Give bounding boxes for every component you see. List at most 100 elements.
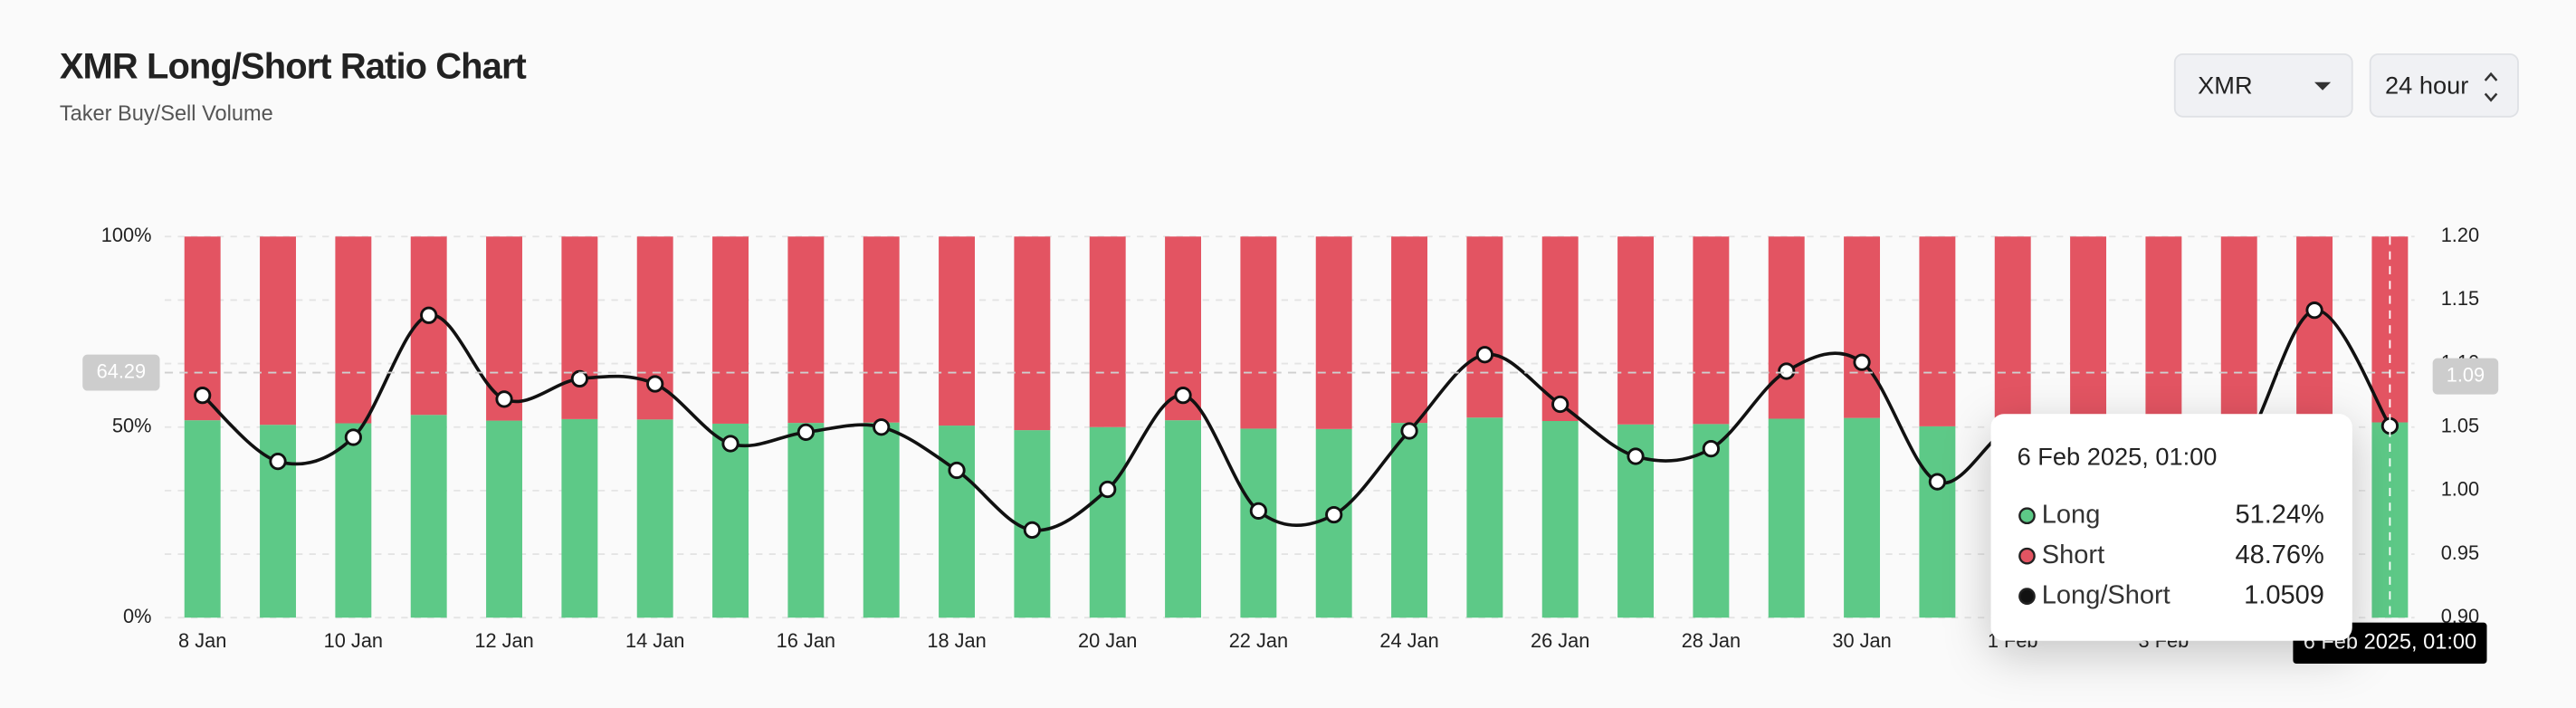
ratio-point xyxy=(194,387,212,405)
bar-short xyxy=(2220,236,2257,425)
bar-long xyxy=(561,418,598,618)
ratio-point xyxy=(1853,353,1871,371)
chart-subtitle: Taker Buy/Sell Volume xyxy=(60,101,273,125)
ratio-point xyxy=(1475,346,1493,364)
ratio-point xyxy=(1249,502,1267,520)
bar-short xyxy=(1541,236,1579,422)
y-tick-label: 50% xyxy=(112,414,152,436)
bar-long xyxy=(1844,417,1881,618)
bar-long xyxy=(410,415,447,618)
bar-long xyxy=(1768,418,1805,618)
ratio-point xyxy=(1400,422,1418,440)
bar-long xyxy=(1391,423,1428,618)
bar-short xyxy=(561,236,598,419)
bar-short xyxy=(1844,236,1881,418)
y2-tick-label: 1.05 xyxy=(2441,414,2479,436)
ratio-point xyxy=(1023,521,1041,540)
x-tick-label: 12 Jan xyxy=(474,629,533,652)
ratio-point xyxy=(873,418,891,436)
chart-title: XMR Long/Short Ratio Chart xyxy=(60,47,527,87)
select-text[interactable]: XMR xyxy=(2198,71,2252,99)
x-tick-label: 28 Jan xyxy=(1682,629,1741,652)
ratio-point xyxy=(1551,395,1569,414)
x-tick-label: 22 Jan xyxy=(1229,629,1288,652)
bar-long xyxy=(1919,426,1956,618)
ratio-point xyxy=(1174,387,1192,405)
bar-long xyxy=(636,419,673,618)
bar-long xyxy=(939,426,975,618)
bar-long xyxy=(863,422,900,618)
bar-short xyxy=(787,236,825,424)
tooltip-value: 1.0509 xyxy=(2244,580,2324,609)
bar-long xyxy=(787,423,825,618)
tooltip-swatch xyxy=(2018,588,2036,605)
select-text[interactable]: 24 hour xyxy=(2385,71,2468,99)
interval-select[interactable]: 24 hour xyxy=(2369,53,2519,118)
x-tick-label: 20 Jan xyxy=(1078,629,1137,652)
bar-short xyxy=(1693,236,1730,425)
crosshair-y-box xyxy=(82,354,160,391)
bar-short xyxy=(2145,236,2182,426)
caret xyxy=(2314,81,2332,91)
overlay: 64.29 1.09 6 Feb 2025, 01:006 Feb 2025, 01… xyxy=(82,236,2499,665)
crosshair-y-label: 64.29 xyxy=(97,359,146,382)
caret xyxy=(2484,72,2498,102)
bar-long xyxy=(1541,421,1579,618)
bar-short xyxy=(335,236,372,424)
bar-long xyxy=(1466,417,1503,618)
bar-short xyxy=(1919,236,1956,426)
ratio-point xyxy=(948,461,966,480)
bar-short xyxy=(939,236,975,426)
tooltip-label: Short xyxy=(2042,541,2104,569)
select-box[interactable] xyxy=(2369,53,2519,118)
ratio-point xyxy=(797,423,815,441)
y-tick-label: 0% xyxy=(123,605,151,627)
y-tick-label: 100% xyxy=(101,224,152,246)
bar-short xyxy=(712,236,749,424)
ratio-point xyxy=(1928,473,1947,491)
bar-short xyxy=(863,236,900,423)
bar-long xyxy=(1165,420,1202,618)
ratio-point xyxy=(269,453,287,471)
ratio-point xyxy=(1627,447,1645,465)
tooltip-value: 51.24% xyxy=(2235,500,2323,529)
bar-short xyxy=(2070,236,2107,424)
bar-short xyxy=(1391,236,1428,424)
symbol-select[interactable]: XMR xyxy=(2173,53,2353,118)
y2-tick-label: 1.00 xyxy=(2441,478,2479,501)
ratio-point xyxy=(2305,301,2323,320)
x-tick-label: 18 Jan xyxy=(927,629,986,652)
tooltip-box xyxy=(1990,414,2352,641)
ratio-point xyxy=(646,375,664,393)
x-tick-label: 14 Jan xyxy=(625,629,684,652)
ratio-point xyxy=(420,306,438,324)
tooltip-swatch xyxy=(2018,547,2036,565)
bar-short xyxy=(1240,236,1277,429)
x-tick-label: 26 Jan xyxy=(1531,629,1589,652)
x-tick-label: 24 Jan xyxy=(1379,629,1438,652)
bar-short xyxy=(1768,236,1805,419)
select-box[interactable] xyxy=(2173,53,2353,118)
x-tick-label: 16 Jan xyxy=(777,629,835,652)
tooltip: 6 Feb 2025, 01:00 Long 51.24% Short 48.76% Lo… xyxy=(1990,414,2352,641)
bar-short xyxy=(260,236,296,426)
bar-short xyxy=(1014,236,1051,431)
ratio-point xyxy=(495,390,513,408)
bar-short xyxy=(1994,236,2031,423)
tooltip-title: 6 Feb 2025, 01:00 xyxy=(2018,442,2218,470)
ratio-point xyxy=(1099,480,1117,499)
y2-tick-label: 1.20 xyxy=(2441,224,2479,246)
crosshair-y2-box xyxy=(2432,358,2499,395)
bar-short xyxy=(1315,236,1352,429)
y2-tick-label: 1.15 xyxy=(2441,287,2479,310)
bar-long xyxy=(1089,426,1126,618)
bar-short xyxy=(1617,236,1655,425)
bar-long xyxy=(184,420,221,618)
bar-short xyxy=(1466,236,1503,418)
bar-short xyxy=(2296,236,2333,415)
x-tick-label: 30 Jan xyxy=(1832,629,1891,652)
ratio-point xyxy=(721,435,739,453)
bar-long xyxy=(712,423,749,618)
